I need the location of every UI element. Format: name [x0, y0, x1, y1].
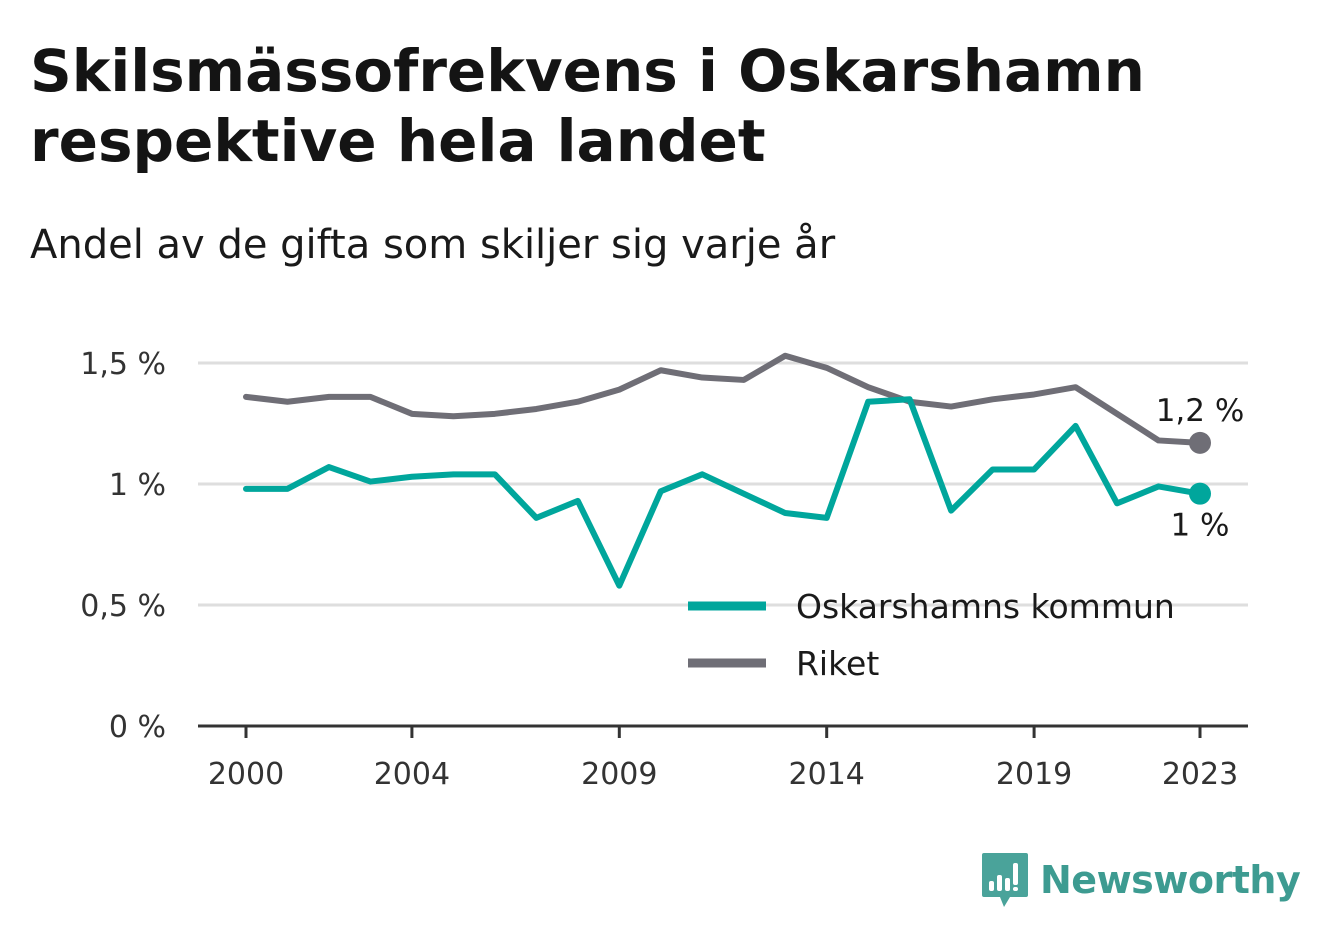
end-point-oskarshamns-kommun	[1189, 482, 1211, 505]
y-tick-label: 0 %	[109, 710, 166, 745]
x-axis: 2000 2004 2009 2014 2019 2023	[198, 724, 1248, 792]
legend: Oskarshamns kommun Riket	[688, 587, 1175, 683]
series-lines: 1,2 % 1 %	[243, 352, 1245, 589]
x-tick-label: 2004	[374, 757, 450, 792]
x-tick-label: 2000	[208, 757, 284, 792]
series-line-riket	[243, 352, 1203, 446]
legend-label: Oskarshamns kommun	[796, 587, 1175, 626]
x-tick-label: 2019	[996, 757, 1072, 792]
y-tick-label: 1 %	[109, 468, 166, 503]
chart-title: Skilsmässofrekvens i Oskarshamn respekti…	[30, 37, 1145, 175]
newsworthy-logo: Newsworthy	[980, 850, 1301, 910]
brand-name: Newsworthy	[1040, 858, 1301, 902]
y-axis-ticks: 0 % 0,5 % 1 % 1,5 %	[80, 347, 166, 745]
end-label-oskarshamn: 1 %	[1170, 508, 1229, 544]
bar-chart-logo-icon	[982, 853, 1028, 907]
y-tick-label: 1,5 %	[80, 347, 166, 382]
chart-subtitle: Andel av de gifta som skiljer sig varje …	[30, 222, 836, 268]
y-tick-label: 0,5 %	[80, 589, 166, 624]
end-point-riket	[1189, 431, 1211, 454]
x-tick-label: 2009	[581, 757, 657, 792]
legend-label: Riket	[796, 644, 879, 683]
series-line-oskarshamns-kommun	[243, 396, 1203, 589]
end-label-riket: 1,2 %	[1156, 393, 1245, 429]
x-tick-label: 2014	[789, 757, 865, 792]
x-tick-label: 2023	[1162, 757, 1238, 792]
